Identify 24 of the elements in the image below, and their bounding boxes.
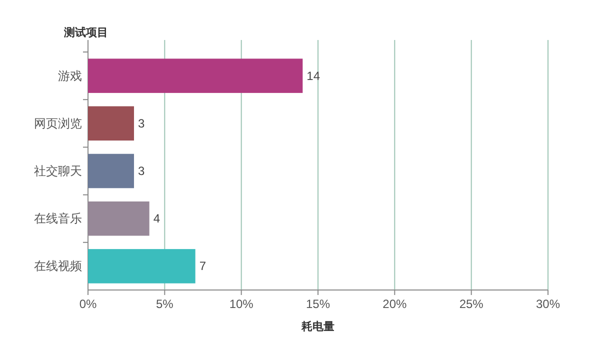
y-tick-label: 网页浏览 [34,116,82,130]
x-tick-label: 20% [382,297,407,311]
bar [88,249,196,284]
bar [88,154,134,188]
data-label: 3 [138,164,145,178]
data-label: 4 [153,212,160,226]
bar [88,201,150,236]
data-label: 3 [138,116,145,130]
y-axis-title: 测试项目 [63,26,108,39]
x-tick-label: 10% [229,297,254,311]
y-tick-label: 在线音乐 [34,212,82,226]
y-tick-label: 在线视频 [34,259,82,274]
data-label: 7 [199,259,206,274]
x-tick-label: 30% [536,297,560,311]
bar [88,58,303,93]
y-tick-label: 游戏 [58,68,82,83]
data-label: 14 [306,68,320,83]
x-tick-label: 5% [156,297,174,311]
y-tick-label: 社交聊天 [34,164,82,178]
x-tick-label: 0% [79,297,97,311]
x-tick-label: 25% [459,297,484,311]
x-axis-title: 耗电量 [300,320,334,333]
x-tick-label: 15% [306,297,330,311]
bar [88,106,134,141]
